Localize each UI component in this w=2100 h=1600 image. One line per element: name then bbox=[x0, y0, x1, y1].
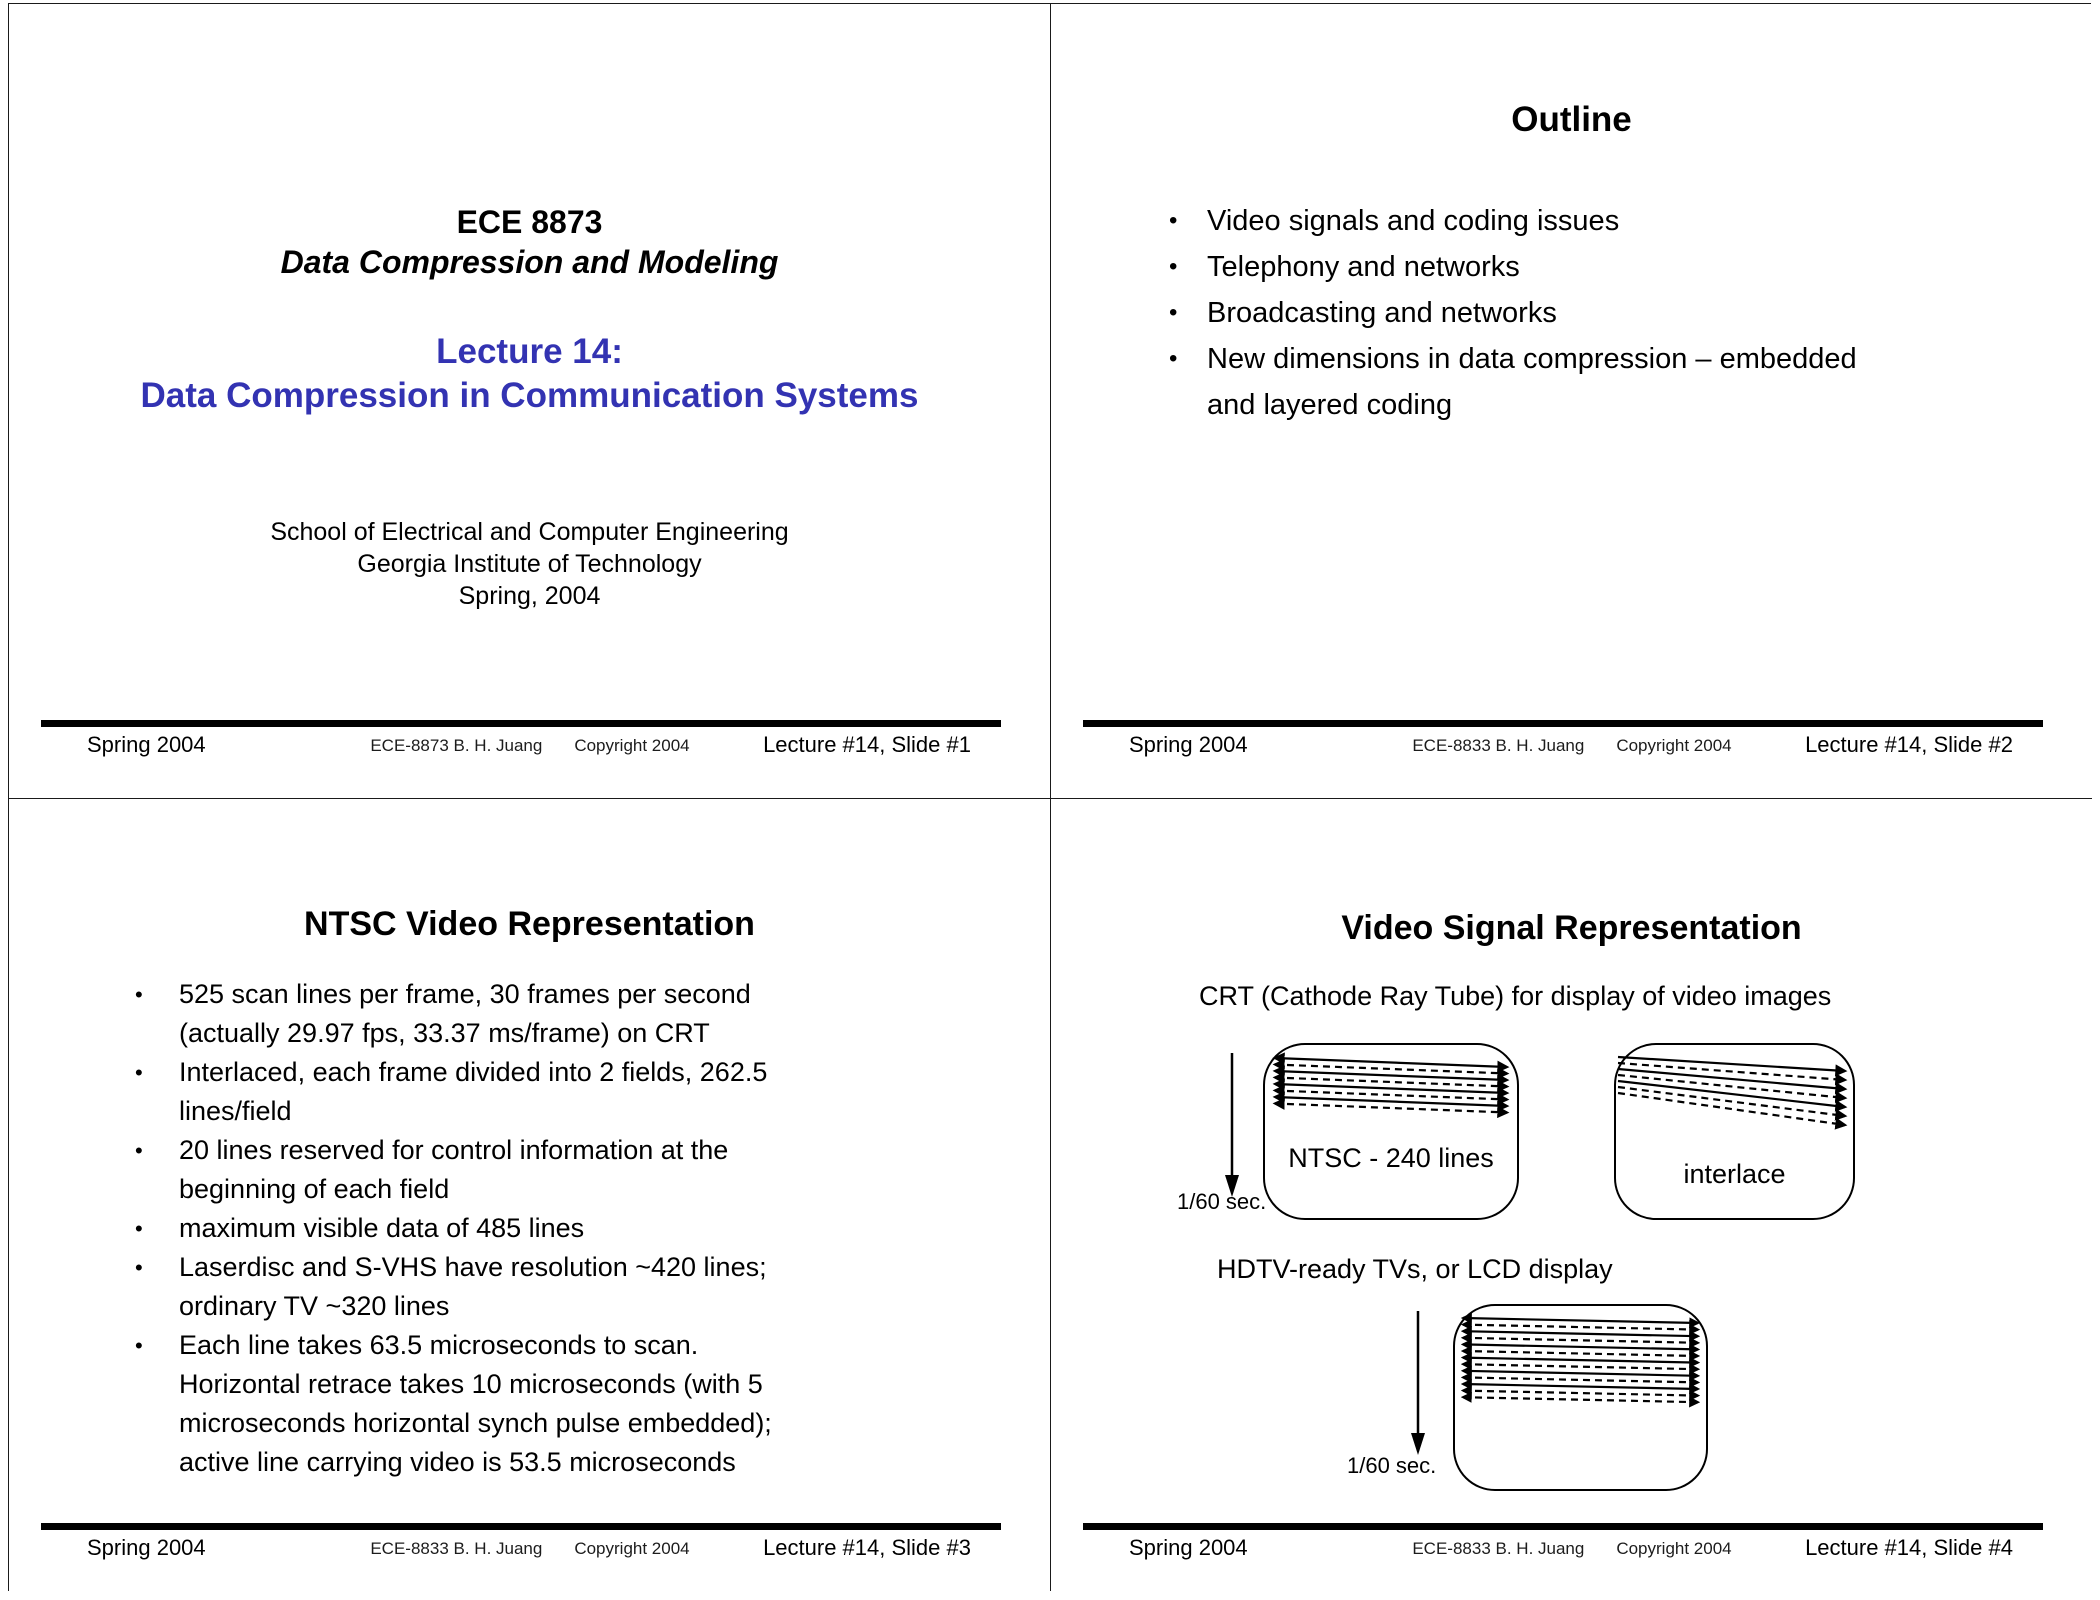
lecture-title: Data Compression in Communication System… bbox=[140, 376, 919, 415]
bullet-dot-icon: • bbox=[1169, 345, 1178, 372]
timing-label-top: 1/60 sec. bbox=[1177, 1189, 1267, 1214]
bullet-text: Video signals and coding issues bbox=[1207, 205, 1620, 237]
footer-course-credit: ECE-8873 B. H. Juang Copyright 2004 bbox=[255, 736, 805, 756]
slide-4-video-signal: Video Signal Representation CRT (Cathode… bbox=[1051, 799, 2092, 1591]
footer-credit-text: ECE-8833 B. H. Juang bbox=[370, 1539, 543, 1558]
bullet-dot-icon: • bbox=[1169, 299, 1178, 326]
bullet-text: maximum visible data of 485 lines bbox=[179, 1213, 585, 1243]
footer-semester: Spring 2004 bbox=[1129, 732, 1248, 757]
footer-course-credit: ECE-8833 B. H. Juang Copyright 2004 bbox=[1297, 1539, 1847, 1559]
affiliation-school: School of Electrical and Computer Engine… bbox=[270, 518, 789, 546]
footer-bar bbox=[41, 720, 1001, 727]
bullet-dot-icon: • bbox=[135, 1138, 143, 1163]
bullet-dot-icon: • bbox=[135, 982, 143, 1007]
bullet-dot-icon: • bbox=[135, 1216, 143, 1241]
bullet-item: • Each line takes 63.5 microseconds to sc… bbox=[135, 1326, 835, 1482]
affiliation-term: Spring, 2004 bbox=[458, 582, 601, 610]
bullet-dot-icon: • bbox=[135, 1333, 143, 1358]
slide-title: NTSC Video Representation bbox=[304, 905, 755, 943]
footer-bar bbox=[41, 1523, 1001, 1530]
crt-box-label: NTSC - 240 lines bbox=[1288, 1143, 1494, 1173]
footer-slide-number: Lecture #14, Slide #1 bbox=[763, 732, 971, 757]
bullet-text: Broadcasting and networks bbox=[1207, 297, 1557, 329]
bullet-dot-icon: • bbox=[135, 1255, 143, 1280]
scanlines-graphic bbox=[1617, 1055, 1848, 1130]
bullet-item: • Laserdisc and S-VHS have resolution ~42… bbox=[135, 1248, 835, 1326]
bullet-dot-icon: • bbox=[135, 1060, 143, 1085]
footer-copyright: Copyright 2004 bbox=[1616, 736, 1732, 755]
crt-screen-box: NTSC - 240 lines bbox=[1263, 1043, 1519, 1220]
scan-time-arrow-icon bbox=[1411, 1311, 1425, 1455]
scanlines-graphic bbox=[1460, 1312, 1701, 1408]
footer-semester: Spring 2004 bbox=[87, 732, 206, 757]
bullet-item: • New dimensions in data compression – em… bbox=[1169, 336, 1909, 428]
handout-sheet: ECE 8873 Data Compression and Modeling L… bbox=[8, 3, 2092, 1591]
slide-2-outline: Outline • Video signals and coding issues… bbox=[1051, 4, 2092, 799]
footer-copyright: Copyright 2004 bbox=[1616, 1539, 1732, 1558]
bullet-text: 20 lines reserved for control informatio… bbox=[179, 1135, 729, 1204]
bullet-item: • 525 scan lines per frame, 30 frames per… bbox=[135, 975, 835, 1053]
footer-slide-number: Lecture #14, Slide #3 bbox=[763, 1535, 971, 1560]
bullet-item: • maximum visible data of 485 lines bbox=[135, 1209, 835, 1248]
footer-copyright: Copyright 2004 bbox=[574, 1539, 690, 1558]
lecture-number-title: Lecture 14: bbox=[436, 332, 623, 371]
bullet-text: New dimensions in data compression – emb… bbox=[1207, 343, 1857, 421]
scan-time-arrow-icon bbox=[1225, 1053, 1239, 1197]
crt-subtitle: CRT (Cathode Ray Tube) for display of vi… bbox=[1199, 981, 1832, 1011]
footer-course-credit: ECE-8833 B. H. Juang Copyright 2004 bbox=[1297, 736, 1847, 756]
footer-credit-text: ECE-8873 B. H. Juang bbox=[370, 736, 543, 755]
timing-label-bottom: 1/60 sec. bbox=[1347, 1453, 1437, 1478]
bullet-list: • Video signals and coding issues • Teleph… bbox=[1169, 198, 1909, 428]
footer-semester: Spring 2004 bbox=[87, 1535, 206, 1560]
bullet-text: Telephony and networks bbox=[1207, 251, 1520, 283]
interlace-screen-box: interlace bbox=[1614, 1043, 1855, 1220]
slide-title: Video Signal Representation bbox=[1341, 909, 1802, 947]
bullet-item: • Telephony and networks bbox=[1169, 244, 1909, 290]
bullet-text: 525 scan lines per frame, 30 frames per … bbox=[179, 979, 751, 1048]
bullet-list: • 525 scan lines per frame, 30 frames per… bbox=[135, 975, 835, 1482]
bullet-item: • Interlaced, each frame divided into 2 f… bbox=[135, 1053, 835, 1131]
bullet-text: Each line takes 63.5 microseconds to sca… bbox=[179, 1330, 772, 1477]
bullet-item: • Video signals and coding issues bbox=[1169, 198, 1909, 244]
scanlines-graphic bbox=[1272, 1052, 1510, 1119]
bullet-item: • Broadcasting and networks bbox=[1169, 290, 1909, 336]
course-number: ECE 8873 bbox=[456, 204, 603, 240]
footer-semester: Spring 2004 bbox=[1129, 1535, 1248, 1560]
hdtv-screen-box bbox=[1453, 1304, 1708, 1491]
footer-credit-text: ECE-8833 B. H. Juang bbox=[1412, 1539, 1585, 1558]
course-name: Data Compression and Modeling bbox=[280, 244, 779, 280]
slide-3-ntsc-video: NTSC Video Representation • 525 scan line… bbox=[9, 799, 1051, 1591]
interlace-box-label: interlace bbox=[1683, 1159, 1786, 1189]
footer-slide-number: Lecture #14, Slide #4 bbox=[1805, 1535, 2013, 1560]
affiliation-institute: Georgia Institute of Technology bbox=[357, 550, 702, 578]
bullet-dot-icon: • bbox=[1169, 253, 1178, 280]
slide-title: Outline bbox=[1511, 100, 1632, 139]
footer-bar bbox=[1083, 1523, 2043, 1530]
footer-credit-text: ECE-8833 B. H. Juang bbox=[1412, 736, 1585, 755]
bullet-item: • 20 lines reserved for control informati… bbox=[135, 1131, 835, 1209]
bullet-text: Laserdisc and S-VHS have resolution ~420… bbox=[179, 1252, 767, 1321]
footer-slide-number: Lecture #14, Slide #2 bbox=[1805, 732, 2013, 757]
footer-bar bbox=[1083, 720, 2043, 727]
footer-copyright: Copyright 2004 bbox=[574, 736, 690, 755]
slide-1-title-slide: ECE 8873 Data Compression and Modeling L… bbox=[9, 4, 1051, 799]
footer-course-credit: ECE-8833 B. H. Juang Copyright 2004 bbox=[255, 1539, 805, 1559]
bullet-dot-icon: • bbox=[1169, 207, 1178, 234]
bullet-text: Interlaced, each frame divided into 2 fi… bbox=[179, 1057, 768, 1126]
hdtv-caption: HDTV-ready TVs, or LCD display bbox=[1217, 1254, 1613, 1284]
